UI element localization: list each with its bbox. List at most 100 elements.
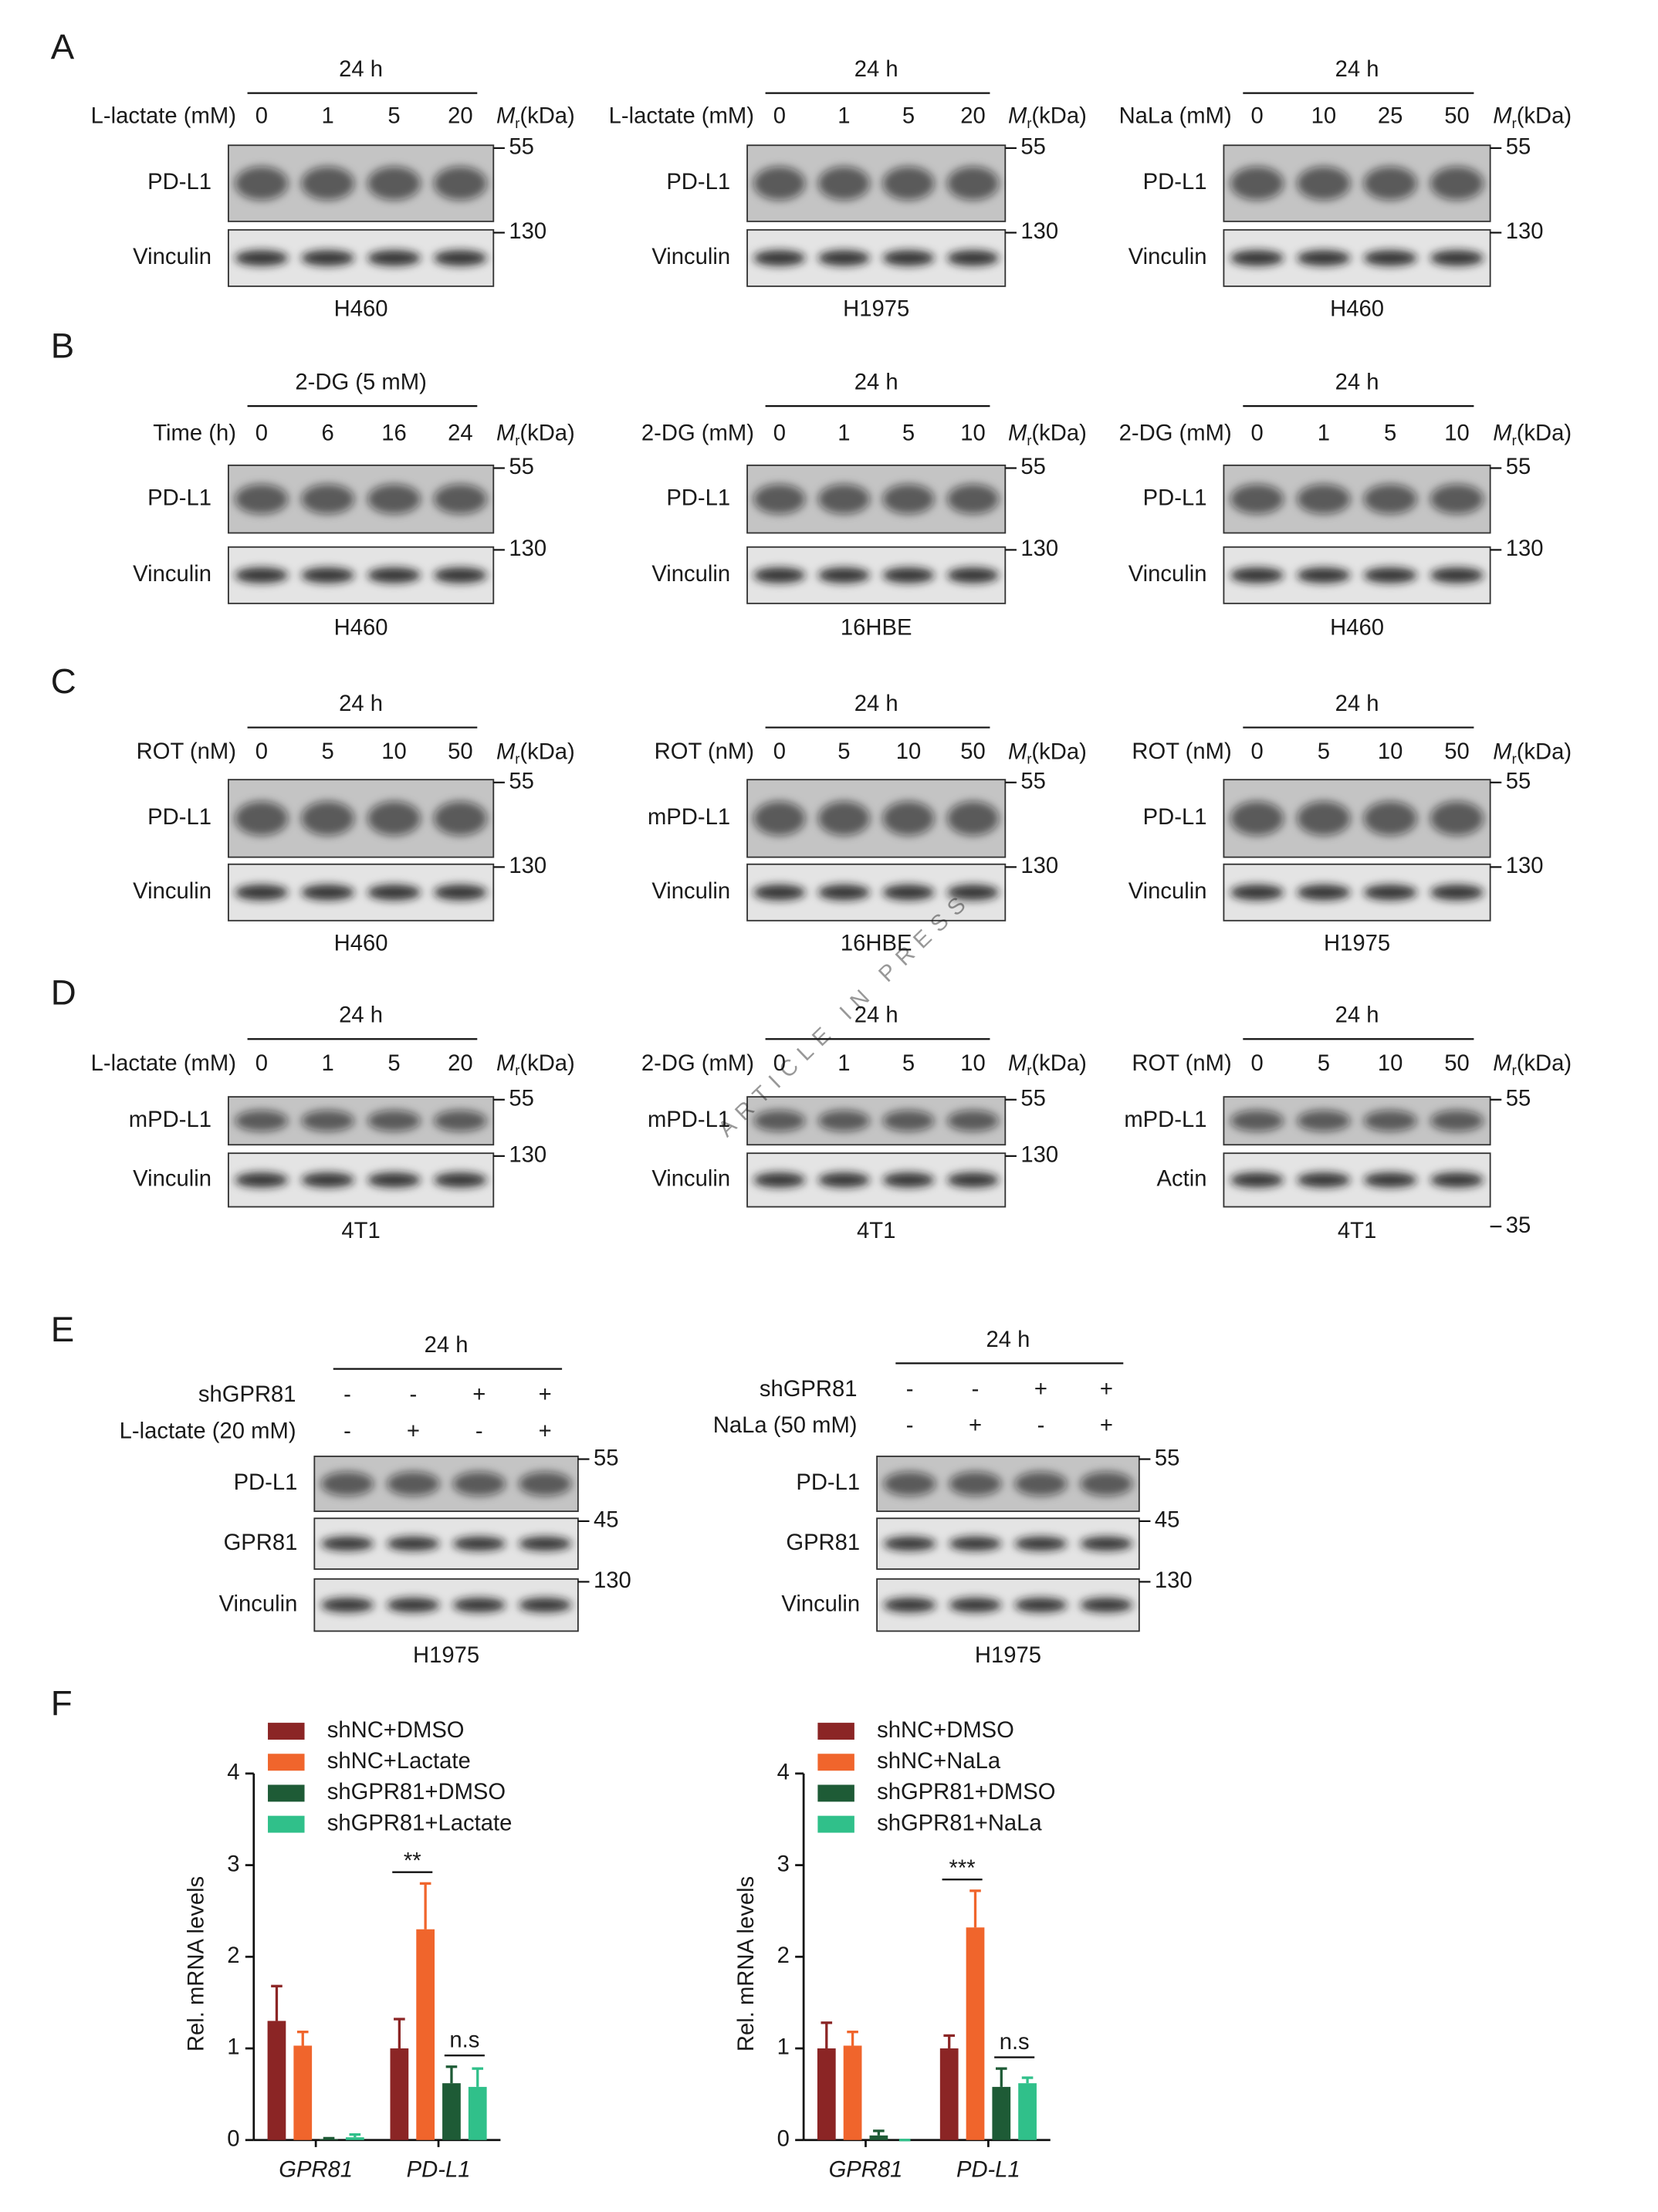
cell-line: H1975 <box>843 297 909 322</box>
error-bar <box>419 1882 431 1930</box>
bar <box>817 2048 836 2140</box>
band <box>387 1598 440 1613</box>
lane-label: 0 <box>255 1051 268 1076</box>
y-tick-label: 1 <box>227 2035 239 2060</box>
band <box>1230 801 1284 836</box>
mr-symbol: M <box>496 739 516 764</box>
mr-label: Mr(kDa) <box>1008 739 1087 766</box>
band <box>1430 567 1484 583</box>
lane-label: + <box>407 1419 420 1444</box>
bar <box>1018 2083 1037 2140</box>
lane-label: 5 <box>322 739 334 764</box>
marker-label: 130 <box>1020 536 1058 561</box>
mr-unit: (kDa) <box>519 103 574 128</box>
significance-label: n.s <box>1000 2030 1030 2055</box>
band <box>1430 166 1484 201</box>
lane-label: + <box>539 1382 552 1407</box>
lane-label: 5 <box>837 739 850 764</box>
legend-label: shNC+Lactate <box>327 1749 471 1774</box>
band <box>882 484 935 514</box>
band <box>519 1536 572 1551</box>
mr-label: Mr(kDa) <box>496 739 575 766</box>
band <box>367 1110 421 1131</box>
mr-symbol: M <box>1493 421 1512 445</box>
band <box>519 1598 572 1613</box>
band <box>387 1536 440 1551</box>
blot-header: 24 h <box>425 1333 469 1358</box>
mr-label: Mr(kDa) <box>1493 1051 1572 1078</box>
band <box>1430 484 1484 514</box>
band <box>1080 1536 1133 1551</box>
blot-header: 24 h <box>339 1003 383 1028</box>
lane-label: 1 <box>837 103 850 128</box>
y-tick-label: 3 <box>777 1852 790 1876</box>
row-label: mPD-L1 <box>129 1108 211 1132</box>
band <box>367 484 421 514</box>
band <box>1363 884 1417 901</box>
legend-swatch <box>817 1754 854 1771</box>
marker-label: 55 <box>1155 1446 1180 1470</box>
error-bar <box>394 2018 405 2049</box>
significance-label: ** <box>404 1849 421 1874</box>
mr-unit: (kDa) <box>1031 739 1086 764</box>
band <box>882 166 935 201</box>
marker-label: 55 <box>1506 135 1531 160</box>
bar <box>468 2086 487 2140</box>
band <box>1230 1110 1284 1131</box>
row-label: Vinculin <box>1128 245 1207 269</box>
marker-label: 55 <box>1020 455 1046 479</box>
cell-line: 16HBE <box>841 615 912 640</box>
band <box>387 1471 440 1497</box>
condition-label: L-lactate (mM) <box>91 103 236 128</box>
lane-label: 5 <box>1318 1051 1330 1076</box>
band <box>753 166 806 201</box>
marker-label: 55 <box>509 455 534 479</box>
panel-letter: C <box>51 661 76 701</box>
band <box>367 801 421 836</box>
condition-label: NaLa (50 mM) <box>713 1413 858 1438</box>
band <box>367 567 421 583</box>
band <box>753 484 806 514</box>
marker-label: 130 <box>594 1568 631 1593</box>
mr-symbol: M <box>1493 103 1512 128</box>
band <box>1297 166 1351 201</box>
marker-label: 45 <box>594 1508 619 1533</box>
marker-label: 130 <box>1506 854 1544 878</box>
row-label: Vinculin <box>133 879 211 904</box>
lane-label: 5 <box>387 103 400 128</box>
band <box>235 484 289 514</box>
band <box>883 1598 936 1613</box>
legend-label: shGPR81+NaLa <box>877 1811 1042 1835</box>
lane-label: + <box>472 1382 486 1407</box>
lane-label: 10 <box>960 421 986 445</box>
band <box>1430 1110 1484 1131</box>
band <box>1430 801 1484 836</box>
lane-label: 20 <box>960 103 986 128</box>
band <box>882 884 935 901</box>
mr-unit: (kDa) <box>1517 421 1572 445</box>
row-label: Vinculin <box>651 245 730 269</box>
marker-label: 55 <box>509 769 534 794</box>
mr-subscript: r <box>1512 115 1517 131</box>
marker-label: 130 <box>1020 1143 1058 1168</box>
panel-letter: E <box>51 1310 74 1349</box>
blot-header: 24 h <box>854 370 898 395</box>
lane-label: 10 <box>1444 421 1470 445</box>
blot-header: 24 h <box>854 1003 898 1028</box>
legend-label: shGPR81+DMSO <box>327 1780 506 1804</box>
blot-header: 24 h <box>986 1328 1030 1352</box>
error-bar <box>296 2031 309 2046</box>
band <box>301 1110 355 1131</box>
lane-label: 16 <box>381 421 407 445</box>
band <box>949 1598 1002 1613</box>
mr-symbol: M <box>496 421 516 445</box>
lane-label: 50 <box>448 739 473 764</box>
blot-header: 24 h <box>854 57 898 82</box>
legend-swatch <box>268 1815 305 1833</box>
mr-subscript: r <box>515 750 519 766</box>
mr-label: Mr(kDa) <box>1008 1051 1087 1078</box>
mr-symbol: M <box>1008 103 1027 128</box>
band <box>301 801 355 836</box>
cell-line: 16HBE <box>841 932 912 956</box>
